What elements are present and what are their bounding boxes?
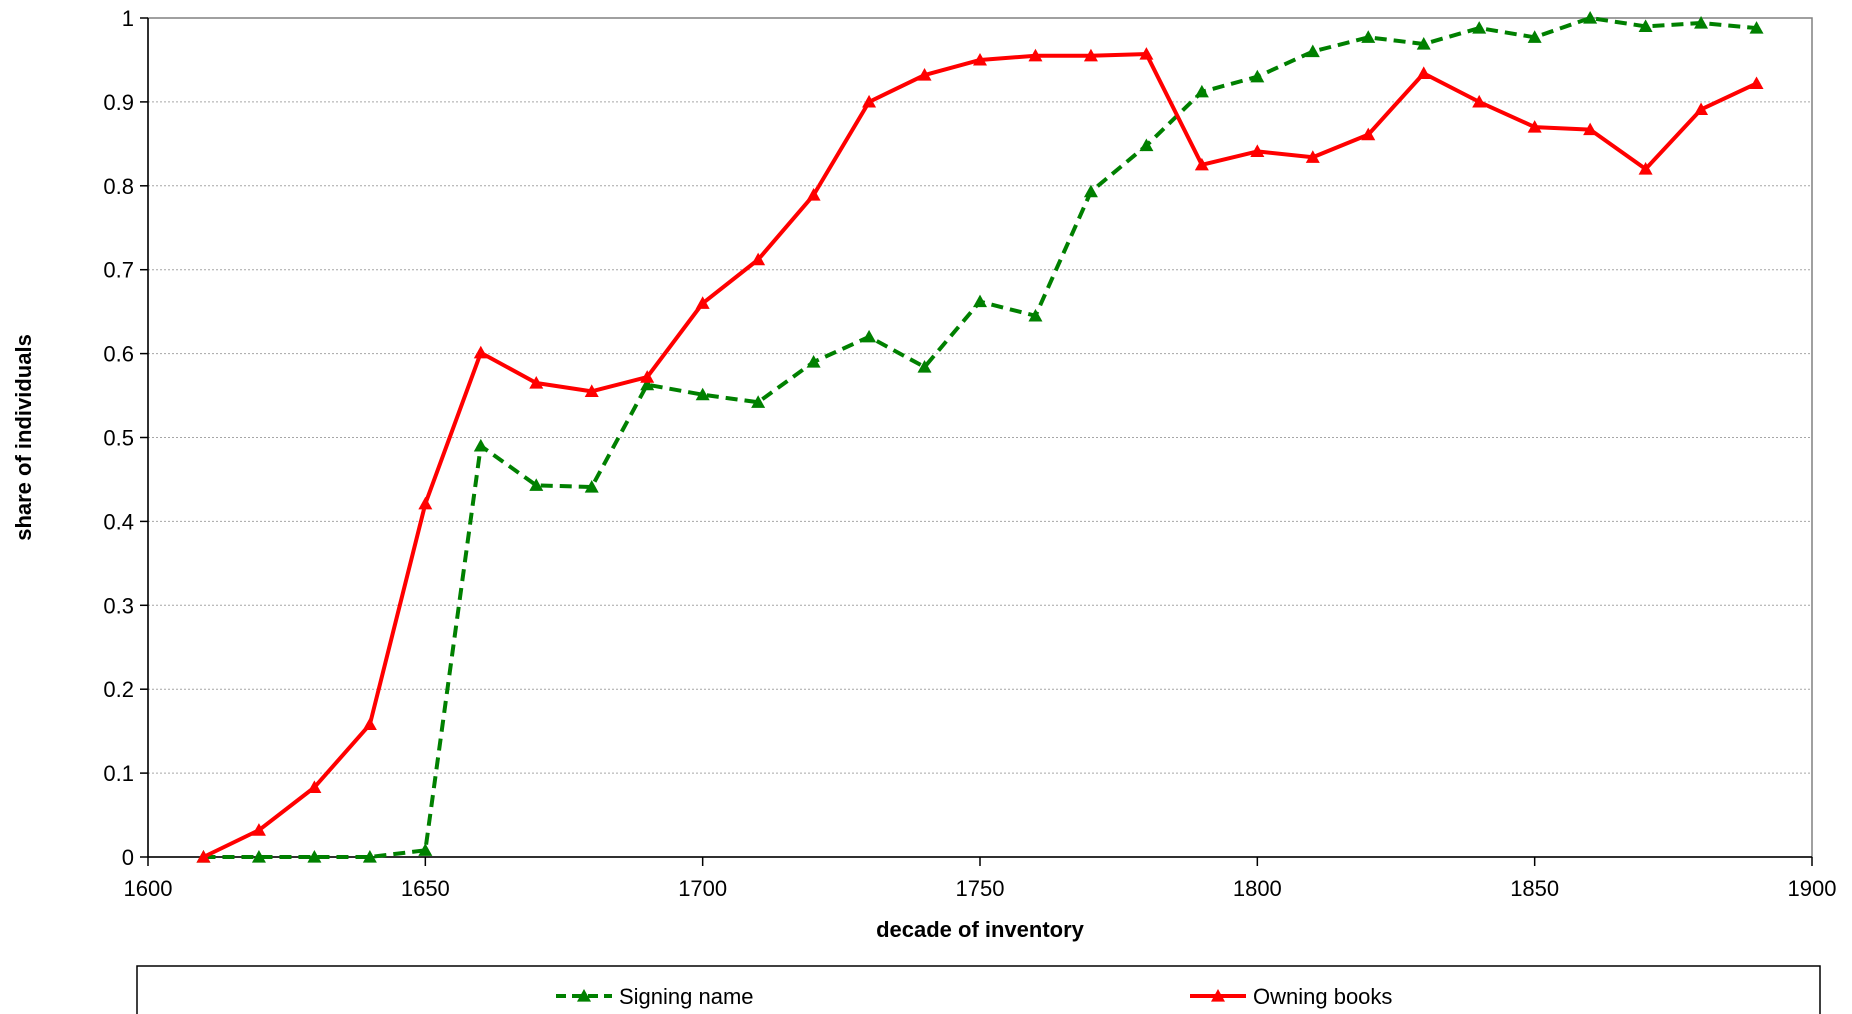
legend-marker — [1211, 989, 1225, 1002]
data-point — [1416, 37, 1431, 50]
data-point — [473, 345, 488, 359]
data-point — [362, 850, 377, 863]
data-point — [1749, 21, 1764, 34]
data-point — [529, 375, 544, 389]
data-point — [584, 480, 599, 493]
data-point — [1083, 184, 1098, 198]
y-tick-label: 0.2 — [103, 677, 134, 702]
data-point — [1305, 44, 1320, 58]
data-point — [307, 850, 322, 863]
x-tick-label: 1800 — [1233, 876, 1282, 901]
data-point — [1361, 127, 1376, 141]
axes: 0 0.1 0.2 0.3 0.4 0.5 0.6 0.7 0.8 0.9 1 1600 1650 170… — [103, 6, 1836, 901]
y-tick-label: 1 — [122, 6, 134, 31]
data-point — [862, 329, 877, 343]
data-point — [1361, 30, 1376, 43]
data-point — [806, 188, 821, 201]
data-point — [1028, 308, 1043, 322]
data-point — [1472, 94, 1487, 108]
data-point — [1250, 144, 1265, 158]
data-point — [1139, 138, 1154, 152]
x-tick-label: 1600 — [124, 876, 173, 901]
data-point — [751, 395, 766, 408]
y-axis-title: share of individuals — [11, 334, 36, 541]
data-point — [473, 438, 488, 452]
data-point — [1472, 21, 1487, 34]
y-tick-label: 0.4 — [103, 509, 134, 534]
data-point — [751, 252, 766, 266]
data-point — [418, 843, 433, 856]
y-tick-label: 0 — [122, 845, 134, 870]
data-point — [973, 52, 987, 66]
data-point — [1749, 76, 1764, 90]
data-point — [418, 496, 433, 510]
x-tick-label: 1850 — [1510, 876, 1559, 901]
data-point — [1416, 66, 1431, 79]
y-tick-label: 0.1 — [103, 761, 134, 786]
legend-box — [136, 965, 1821, 1014]
data-point — [1028, 48, 1043, 62]
y-tick-label: 0.5 — [103, 426, 134, 451]
legend-item: Owning books — [1190, 984, 1392, 1009]
data-point — [1694, 102, 1709, 116]
data-point — [251, 823, 266, 836]
x-tick-label: 1650 — [401, 876, 450, 901]
series-line — [202, 52, 1758, 859]
data-point — [695, 387, 710, 401]
gridlines — [148, 101, 1812, 774]
legend-label: Owning books — [1253, 984, 1392, 1009]
legend-items: Signing name Owning books — [556, 984, 1392, 1009]
data-point — [1583, 122, 1598, 136]
y-tick-label: 0.7 — [103, 258, 134, 283]
data-point — [1527, 120, 1542, 133]
data-point — [196, 850, 211, 863]
y-tick-label: 0.9 — [103, 90, 134, 115]
data-point — [973, 294, 987, 308]
data-point — [1194, 157, 1209, 171]
legend-marker — [577, 989, 591, 1002]
data-point — [1638, 162, 1653, 175]
data-point — [695, 296, 710, 309]
x-tick-label: 1750 — [956, 876, 1005, 901]
y-tick-label: 0.8 — [103, 174, 134, 199]
data-point — [1083, 48, 1098, 62]
data-point — [584, 384, 599, 397]
data-point — [1638, 19, 1653, 32]
legend-item: Signing name — [556, 984, 754, 1009]
series-signing-name — [196, 11, 1764, 863]
legend: Signing name Owning books — [136, 965, 1821, 1014]
y-tick-label: 0.6 — [103, 342, 134, 367]
x-tick-label: 1900 — [1788, 876, 1837, 901]
data-point — [917, 68, 932, 81]
series-owning-books — [196, 47, 1764, 863]
x-tick-label: 1700 — [678, 876, 727, 901]
data-point — [917, 360, 932, 373]
series-group — [196, 11, 1764, 863]
data-point — [1694, 16, 1709, 29]
data-point — [362, 717, 377, 731]
data-point — [1250, 69, 1265, 83]
legend-label: Signing name — [619, 984, 754, 1009]
data-point — [251, 850, 266, 863]
data-point — [1305, 150, 1320, 163]
y-tick-label: 0.3 — [103, 593, 134, 618]
x-axis-title: decade of inventory — [876, 917, 1085, 942]
data-point — [307, 780, 322, 793]
data-point — [529, 478, 544, 491]
data-point — [1527, 30, 1542, 43]
data-point — [640, 370, 655, 383]
data-point — [806, 354, 821, 368]
data-point — [1139, 47, 1154, 60]
data-point — [1583, 11, 1598, 24]
data-point — [862, 94, 877, 108]
data-point — [1194, 84, 1209, 98]
data-point — [640, 377, 655, 391]
